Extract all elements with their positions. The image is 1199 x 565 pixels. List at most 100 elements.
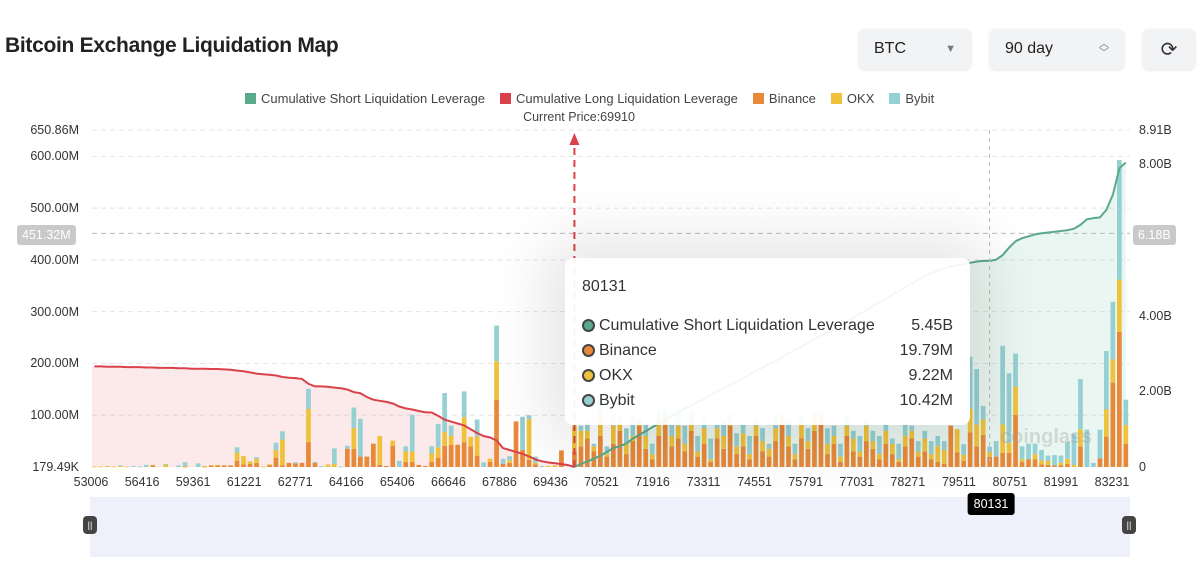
bar-binance [578, 446, 584, 467]
bar-binance [896, 461, 902, 467]
bar-bybit [682, 425, 688, 444]
bar-bybit [591, 443, 597, 447]
bar-binance [364, 456, 370, 467]
bar-bybit [1013, 353, 1018, 387]
bar-okx [409, 451, 415, 462]
x-tick-label: 56416 [124, 475, 160, 489]
bar-okx [260, 466, 266, 468]
x-tick-label: 59361 [175, 475, 211, 489]
bar-bybit [442, 393, 447, 432]
bar-okx [468, 437, 473, 447]
bar-binance [494, 399, 499, 467]
bar-okx [273, 449, 279, 458]
bar-okx [234, 452, 240, 461]
bar-binance [371, 443, 376, 467]
y-left-tick-label: 500.00M [30, 201, 79, 216]
bar-okx [507, 460, 512, 463]
x-tick-label: 70521 [584, 475, 619, 489]
bar-binance [954, 452, 960, 467]
bar-binance [1097, 458, 1103, 467]
bar-bybit [312, 461, 318, 463]
bar-okx [844, 425, 850, 436]
current-price-arrow-icon [569, 133, 580, 145]
bar-binance [150, 465, 156, 467]
legend-swatch [500, 93, 512, 104]
bar-okx [792, 454, 798, 460]
bar-bybit [143, 464, 149, 467]
bar-okx [669, 435, 675, 447]
y-left-tick-label: 100.00M [30, 408, 79, 423]
bar-binance [416, 464, 422, 467]
bar-okx [552, 465, 558, 467]
bar-okx [896, 459, 902, 462]
bar-bybit [1065, 442, 1070, 459]
bar-okx [883, 430, 889, 444]
x-tick-label: 69436 [533, 475, 568, 489]
legend-label: Cumulative Short Liquidation Leverage [261, 91, 486, 106]
bar-binance [383, 466, 389, 467]
bar-binance [474, 455, 480, 467]
bar-bybit [429, 446, 434, 454]
bar-okx [1104, 409, 1109, 437]
bar-bybit [1117, 160, 1122, 280]
tooltip-value: 19.79M [899, 341, 953, 359]
legend-item-okx[interactable]: OKX [830, 91, 874, 106]
bar-okx [118, 466, 123, 467]
bar-binance [818, 420, 824, 467]
long-cumulative-line [94, 365, 575, 468]
bar-binance [241, 464, 246, 467]
bar-bybit [306, 388, 311, 409]
x-tick-label: 78271 [890, 475, 926, 489]
bar-okx [656, 420, 662, 436]
bar-okx [442, 431, 447, 446]
bar-bybit [967, 356, 973, 409]
zoom-handle-left[interactable]: || [83, 516, 97, 534]
bar-bybit [345, 445, 350, 449]
bar-bybit [922, 430, 928, 439]
bar-binance [520, 449, 525, 467]
bar-okx [332, 463, 337, 467]
zoom-handle-right[interactable]: || [1122, 516, 1136, 534]
bar-okx [1032, 454, 1038, 460]
bar-okx [1006, 442, 1012, 454]
bar-okx [591, 446, 597, 452]
bar-bybit [1071, 433, 1077, 465]
refresh-button[interactable]: ⟳ [1143, 29, 1195, 69]
bar-okx [448, 435, 454, 445]
bar-okx [351, 428, 357, 449]
x-tick-label: 66646 [431, 475, 466, 489]
period-select-value: 90 day [1005, 40, 1054, 57]
bar-bybit [851, 430, 856, 439]
legend-item-binance[interactable]: Binance [752, 91, 816, 106]
bar-bybit [825, 428, 830, 444]
x-tick-label: 75791 [788, 475, 824, 489]
y-right-tick-label: 8.00B [1139, 157, 1172, 172]
period-select[interactable]: 90 day ︿ ﹀ [990, 29, 1124, 69]
bar-bybit [974, 369, 979, 425]
coin-select[interactable]: BTC ▼ [859, 29, 971, 69]
bar-bybit [332, 448, 337, 464]
legend-swatch [752, 93, 764, 104]
bar-binance [740, 446, 746, 467]
bar-okx [111, 466, 117, 468]
bar-okx [721, 435, 726, 449]
data-zoom-slider[interactable] [90, 497, 1130, 557]
bar-bybit [760, 428, 765, 442]
x-tick-label: 64166 [328, 475, 364, 489]
dot-icon [582, 344, 595, 357]
tooltip-value: 5.45B [911, 316, 953, 334]
bar-binance [1045, 464, 1051, 467]
legend-item-bybit[interactable]: Bybit [889, 91, 934, 106]
bar-binance [286, 462, 292, 467]
legend-item-long[interactable]: Cumulative Long Liquidation Leverage [500, 91, 738, 106]
bar-binance [280, 465, 285, 467]
bar-binance [312, 462, 318, 467]
bar-bybit [1032, 443, 1038, 455]
bar-binance [604, 456, 610, 467]
bar-binance [974, 446, 979, 467]
chart-legend: Cumulative Short Liquidation Leverage Cu… [245, 91, 934, 106]
bar-binance [247, 463, 253, 467]
legend-item-short[interactable]: Cumulative Short Liquidation Leverage [245, 91, 485, 106]
bar-bybit [526, 415, 532, 420]
